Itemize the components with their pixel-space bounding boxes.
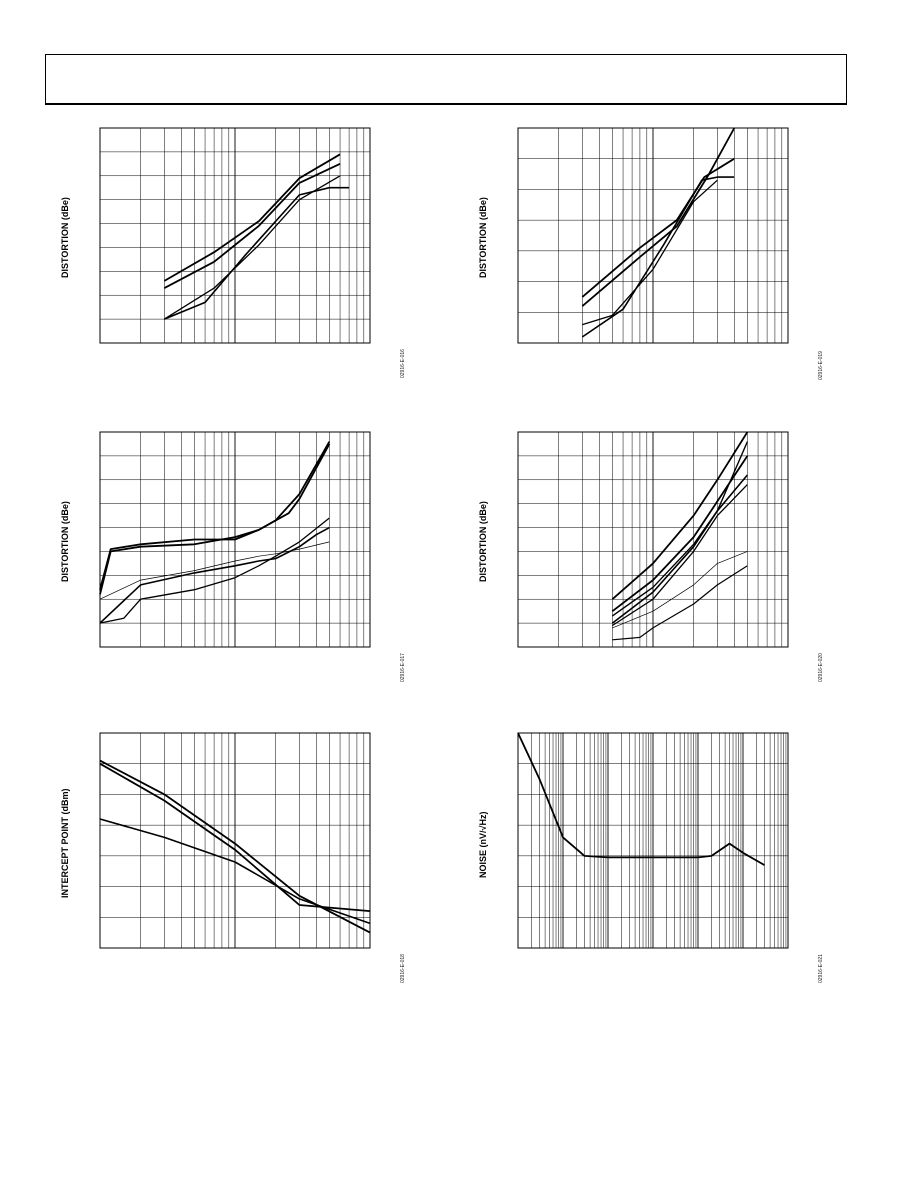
chart-svg — [99, 732, 371, 949]
chart-svg — [99, 127, 371, 344]
series-line-5 — [99, 541, 330, 600]
chart-intercept-point: INTERCEPT POINT (dBm) 02916-E-018 — [60, 732, 406, 983]
series-line-3 — [99, 818, 371, 925]
chart-svg — [517, 127, 789, 344]
grid — [517, 431, 788, 648]
grid — [517, 127, 788, 344]
figure-code: 02916-E-019 — [818, 351, 824, 380]
series-line-1 — [99, 759, 371, 934]
plot-frame — [517, 127, 789, 344]
figure-code: 02916-E-018 — [400, 954, 406, 983]
series-line-3 — [99, 526, 330, 624]
series-line-6 — [612, 565, 748, 641]
series-line-4 — [164, 175, 341, 320]
chart-distortion-middle-right: DISTORTION (dBe) 02916-E-020 — [478, 431, 824, 682]
chart-svg — [517, 732, 789, 949]
plot-frame — [99, 127, 371, 344]
series-line-4 — [582, 179, 718, 326]
chart-noise: NOISE (nV/√Hz) 02916-E-021 — [478, 732, 824, 983]
figure-code: 02916-E-017 — [400, 653, 406, 682]
series-line-3 — [164, 186, 350, 320]
figure-code: 02916-E-016 — [400, 349, 406, 378]
chart-distortion-middle-left: DISTORTION (dBe) 02916-E-017 — [60, 431, 406, 682]
chart-svg — [99, 431, 371, 648]
plot-frame — [99, 732, 371, 949]
series-line-2 — [581, 157, 735, 298]
series-line-1 — [163, 153, 341, 282]
series-line-1 — [581, 127, 736, 307]
series-line-2 — [99, 443, 331, 590]
grid — [517, 732, 788, 949]
series-line-4 — [99, 517, 330, 624]
series-line-2 — [611, 455, 749, 612]
chart-distortion-top-right: DISTORTION (dBe) 02916-E-019 — [478, 127, 824, 380]
grid — [99, 127, 370, 344]
plot-frame — [517, 431, 789, 648]
figure-code: 02916-E-021 — [818, 954, 824, 983]
series-line-1 — [517, 732, 765, 866]
page-header-box — [45, 54, 847, 105]
series-line-2 — [163, 162, 341, 289]
plot-frame — [517, 732, 789, 949]
series-line-7 — [611, 441, 749, 617]
series-line-3 — [581, 176, 735, 338]
chart-svg — [517, 431, 789, 648]
grid — [99, 732, 370, 949]
series-line-4 — [612, 484, 748, 627]
series-line-1 — [611, 431, 749, 600]
chart-distortion-top-left: DISTORTION (dBe) 02916-E-016 — [60, 127, 406, 378]
series-line-3 — [611, 474, 749, 624]
series-line-1 — [99, 441, 331, 595]
figure-code: 02916-E-020 — [818, 653, 824, 682]
series-line-5 — [612, 551, 748, 629]
plot-frame — [99, 431, 371, 648]
